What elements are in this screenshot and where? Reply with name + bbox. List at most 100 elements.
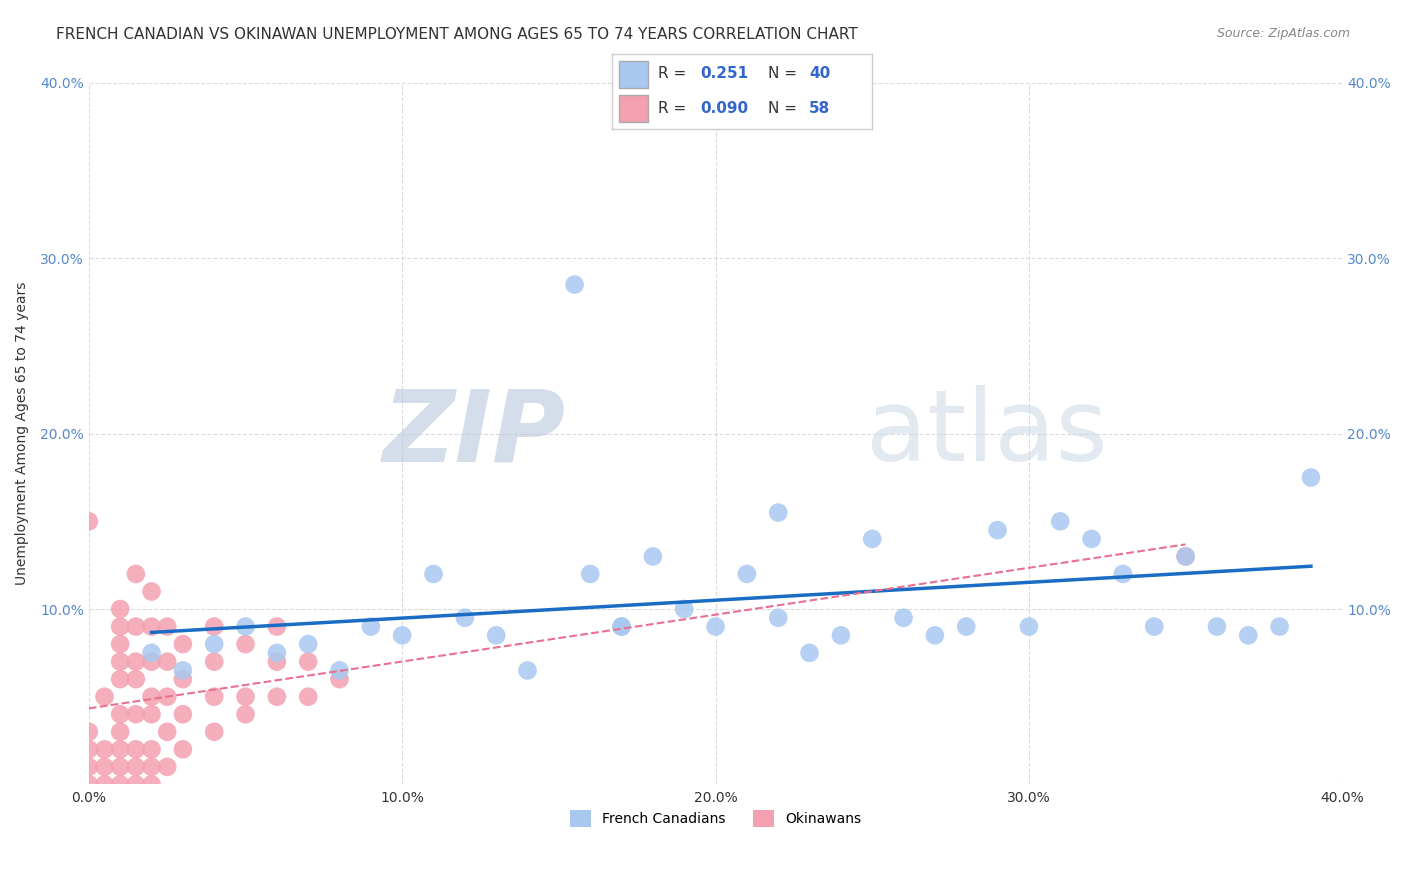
Point	[328, 664, 350, 678]
Point	[266, 646, 288, 660]
Point	[266, 619, 288, 633]
Text: N =: N =	[768, 67, 797, 81]
Point	[893, 611, 915, 625]
Text: N =: N =	[768, 101, 797, 116]
Text: R =: R =	[658, 101, 686, 116]
Text: 0.251: 0.251	[700, 67, 748, 81]
Point	[564, 277, 586, 292]
Point	[172, 664, 194, 678]
Point	[297, 637, 319, 651]
Point	[93, 690, 115, 704]
Point	[1049, 514, 1071, 528]
Point	[1206, 619, 1229, 633]
Point	[172, 672, 194, 686]
Point	[735, 566, 758, 581]
Point	[768, 506, 790, 520]
Point	[1237, 628, 1260, 642]
Point	[673, 602, 696, 616]
Point	[202, 724, 225, 739]
Point	[108, 707, 131, 722]
Point	[391, 628, 413, 642]
Point	[1080, 532, 1102, 546]
Point	[125, 672, 148, 686]
Point	[579, 566, 602, 581]
Point	[266, 690, 288, 704]
Point	[141, 619, 163, 633]
Point	[125, 619, 148, 633]
Point	[1174, 549, 1197, 564]
FancyBboxPatch shape	[620, 62, 648, 87]
Point	[516, 664, 538, 678]
Point	[156, 760, 179, 774]
Point	[1174, 549, 1197, 564]
Point	[924, 628, 946, 642]
Point	[297, 655, 319, 669]
Legend: French Canadians, Okinawans: French Canadians, Okinawans	[562, 803, 868, 833]
Point	[93, 742, 115, 756]
Point	[125, 707, 148, 722]
Point	[704, 619, 727, 633]
Point	[156, 724, 179, 739]
Point	[202, 619, 225, 633]
Point	[156, 655, 179, 669]
Point	[93, 760, 115, 774]
Point	[141, 742, 163, 756]
Point	[156, 690, 179, 704]
Point	[141, 584, 163, 599]
Point	[202, 690, 225, 704]
Point	[641, 549, 664, 564]
Point	[141, 777, 163, 791]
Point	[235, 707, 257, 722]
Text: 58: 58	[810, 101, 831, 116]
Point	[799, 646, 821, 660]
Point	[860, 532, 883, 546]
Point	[108, 742, 131, 756]
Point	[422, 566, 444, 581]
Point	[141, 655, 163, 669]
Point	[955, 619, 977, 633]
Point	[610, 619, 633, 633]
Point	[77, 724, 100, 739]
Point	[77, 760, 100, 774]
Point	[266, 655, 288, 669]
Point	[202, 637, 225, 651]
Point	[108, 619, 131, 633]
Point	[125, 566, 148, 581]
Point	[1268, 619, 1291, 633]
Point	[202, 655, 225, 669]
Point	[328, 672, 350, 686]
Point	[172, 637, 194, 651]
Point	[1299, 470, 1322, 484]
Point	[77, 742, 100, 756]
Point	[1112, 566, 1135, 581]
Point	[235, 637, 257, 651]
Point	[141, 707, 163, 722]
Point	[108, 777, 131, 791]
Point	[108, 672, 131, 686]
Point	[454, 611, 477, 625]
Text: 0.090: 0.090	[700, 101, 748, 116]
Point	[108, 724, 131, 739]
Text: 40: 40	[810, 67, 831, 81]
Point	[93, 777, 115, 791]
Point	[108, 637, 131, 651]
Point	[77, 514, 100, 528]
Point	[77, 777, 100, 791]
Point	[125, 742, 148, 756]
Point	[108, 760, 131, 774]
FancyBboxPatch shape	[620, 95, 648, 122]
Point	[172, 742, 194, 756]
Point	[610, 619, 633, 633]
Point	[108, 602, 131, 616]
Point	[360, 619, 382, 633]
Point	[768, 611, 790, 625]
Point	[141, 760, 163, 774]
Point	[108, 655, 131, 669]
Point	[830, 628, 852, 642]
Point	[156, 619, 179, 633]
Point	[125, 777, 148, 791]
Point	[485, 628, 508, 642]
Text: atlas: atlas	[866, 385, 1108, 483]
Point	[235, 690, 257, 704]
Point	[987, 523, 1010, 537]
